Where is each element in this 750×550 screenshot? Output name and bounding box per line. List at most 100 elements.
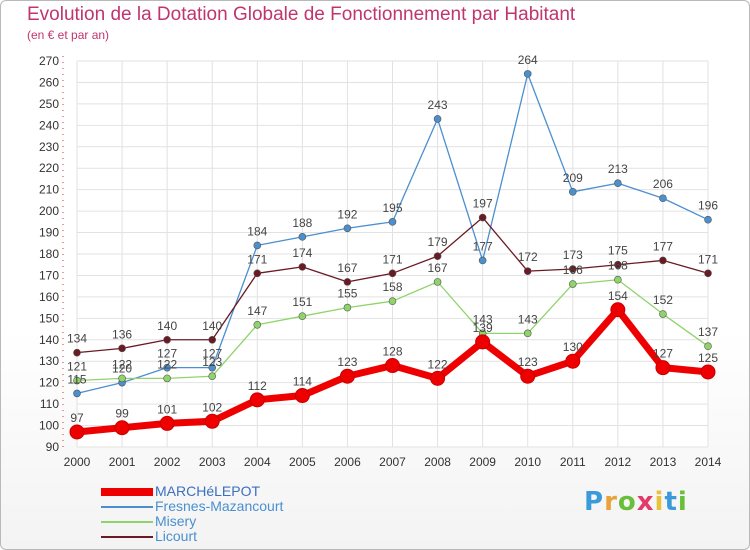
data-label: 173: [563, 248, 583, 262]
logo-letter: t: [664, 487, 678, 517]
data-label: 197: [473, 197, 493, 211]
data-point: [73, 376, 81, 385]
data-point: [249, 392, 265, 408]
data-point: [118, 344, 126, 353]
data-label: 114: [293, 375, 312, 389]
logo-letter: i: [654, 487, 665, 517]
data-point: [704, 215, 712, 224]
data-label: 101: [157, 402, 177, 416]
data-point: [208, 363, 217, 372]
data-point: [69, 424, 85, 440]
data-label: 264: [518, 53, 538, 67]
data-point: [253, 269, 262, 278]
data-label: 143: [518, 312, 538, 326]
data-label: 127: [157, 347, 177, 361]
data-label: 213: [608, 162, 628, 176]
data-point: [659, 310, 667, 318]
y-tick-label: 210: [39, 183, 59, 197]
data-point: [433, 278, 442, 286]
x-tick-label: 2001: [109, 455, 136, 469]
y-tick-label: 200: [39, 204, 59, 218]
data-label: 123: [202, 355, 222, 369]
y-tick-label: 130: [39, 354, 59, 368]
data-label: 136: [112, 327, 132, 341]
logo-letter: i: [677, 487, 688, 517]
data-point: [343, 224, 352, 233]
data-label: 184: [247, 224, 267, 238]
y-tick-label: 150: [39, 311, 59, 325]
data-point: [523, 329, 532, 338]
data-label: 167: [337, 261, 357, 275]
data-point: [610, 302, 626, 318]
data-label: 115: [67, 372, 86, 386]
data-point: [478, 256, 487, 265]
legend-swatch: [101, 506, 153, 508]
data-label: 206: [653, 177, 673, 191]
legend-label: MARCHéLEPOT: [155, 483, 261, 499]
y-tick-label: 110: [40, 397, 59, 411]
data-point: [655, 360, 671, 376]
data-point: [253, 241, 262, 250]
data-label: 130: [563, 340, 583, 354]
data-label: 166: [563, 263, 583, 277]
y-tick-label: 160: [39, 290, 59, 304]
x-tick-label: 2014: [695, 455, 722, 469]
data-label: 243: [428, 98, 448, 112]
data-label: 151: [292, 295, 312, 309]
data-label: 122: [428, 357, 448, 371]
y-tick-label: 260: [39, 75, 59, 89]
data-point: [163, 335, 171, 344]
data-point: [568, 265, 577, 273]
y-tick-label: 170: [39, 268, 59, 282]
y-tick-label: 100: [39, 419, 59, 433]
data-label: 155: [337, 287, 357, 301]
data-point: [614, 275, 622, 284]
data-point: [163, 374, 171, 383]
data-label: 140: [202, 319, 222, 333]
x-tick-label: 2000: [64, 455, 91, 469]
data-point: [388, 269, 397, 278]
data-label: 137: [698, 325, 718, 339]
x-tick-label: 2007: [379, 455, 406, 469]
data-label: 152: [653, 293, 673, 307]
y-tick-label: 240: [39, 118, 59, 132]
data-label: 209: [563, 171, 583, 185]
x-tick-label: 2010: [514, 455, 541, 469]
data-point: [73, 348, 81, 357]
data-point: [388, 297, 397, 305]
x-tick-label: 2003: [199, 455, 226, 469]
data-label: 179: [428, 235, 448, 249]
logo-letter: P: [584, 487, 605, 517]
data-label: 192: [337, 207, 357, 221]
x-tick-label: 2009: [469, 455, 496, 469]
data-point: [659, 194, 667, 203]
x-tick-label: 2011: [560, 455, 586, 469]
data-point: [704, 342, 712, 351]
data-point: [475, 334, 491, 350]
data-label: 97: [70, 411, 84, 425]
data-point: [568, 188, 577, 196]
chart-subtitle: (en € et par an): [27, 28, 110, 42]
data-label: 112: [248, 379, 267, 393]
data-point: [478, 213, 487, 222]
data-label: 123: [337, 355, 357, 369]
legend-swatch: [101, 521, 153, 523]
y-tick-label: 120: [39, 376, 59, 390]
data-label: 188: [292, 216, 312, 230]
data-point: [159, 415, 175, 431]
data-label: 177: [473, 239, 493, 253]
data-point: [208, 372, 217, 381]
chart-title: Evolution de la Dotation Globale de Fonc…: [27, 4, 576, 25]
data-label: 127: [202, 347, 222, 361]
data-label: 171: [382, 252, 402, 266]
data-label: 127: [653, 347, 673, 361]
data-label: 147: [247, 304, 267, 318]
data-point: [163, 363, 171, 372]
x-tick-label: 2008: [424, 455, 451, 469]
data-point: [114, 420, 130, 436]
data-label: 122: [112, 357, 132, 371]
x-tick-label: 2012: [605, 455, 632, 469]
x-tick-label: 2004: [244, 455, 271, 469]
data-label: 99: [115, 407, 129, 421]
